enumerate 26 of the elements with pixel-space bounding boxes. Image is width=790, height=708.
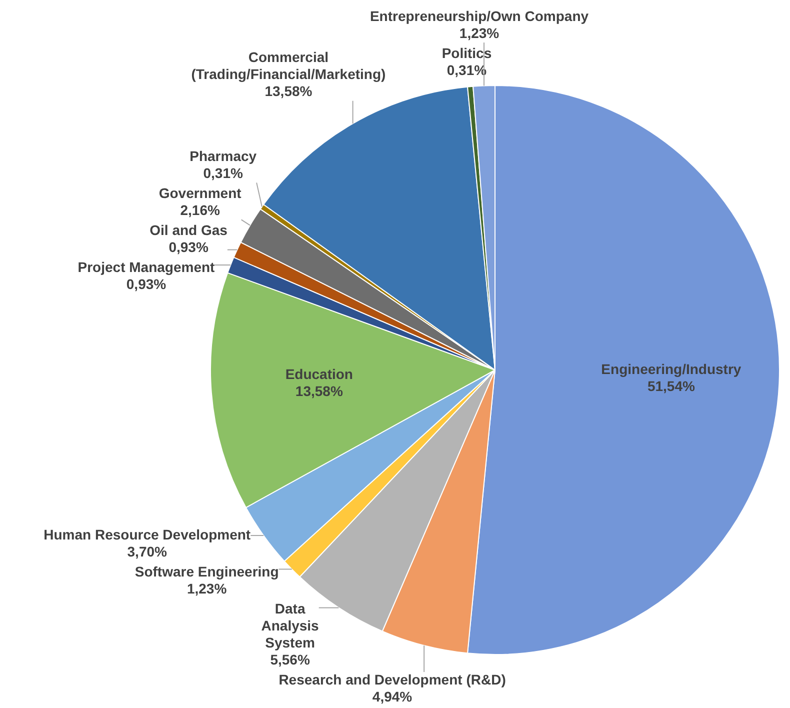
data-label: 13,58%	[264, 83, 313, 100]
slice-label: Education	[285, 366, 353, 382]
data-label: 0,31%	[446, 62, 488, 78]
slice-label: Pharmacy	[190, 148, 257, 164]
data-label: 1,23%	[459, 24, 500, 41]
slice-label: Commercial (Trading/Financial/Marketing)	[191, 49, 386, 82]
data-label: 0,31%	[203, 165, 244, 182]
slice-label: Entrepreneurship/Own Company	[370, 8, 589, 24]
slice-label: Data Analysis System	[261, 600, 320, 650]
slice-label: Human Resource Development	[44, 526, 251, 542]
data-label: 2,16%	[180, 202, 220, 218]
slice-label: Government	[158, 185, 242, 202]
slice-label: Research and Development (R&D)	[278, 671, 506, 688]
data-label: 0,93%	[126, 276, 167, 292]
slice-label: Engineering/Industry	[601, 360, 742, 377]
data-label: 1,23%	[186, 580, 228, 596]
data-label: 4,94%	[372, 688, 413, 704]
data-label: 3,70%	[127, 543, 168, 560]
slice-label: Oil and Gas	[150, 222, 228, 238]
data-label: 13,58%	[295, 383, 344, 400]
data-label: 0,93%	[168, 239, 209, 256]
slice-label: Politics	[442, 44, 492, 61]
data-label: 5,56%	[270, 651, 310, 668]
data-label: 51,54%	[647, 378, 696, 394]
slice-label: Project Management	[78, 259, 216, 276]
slice-label: Software Engineering	[134, 563, 279, 580]
